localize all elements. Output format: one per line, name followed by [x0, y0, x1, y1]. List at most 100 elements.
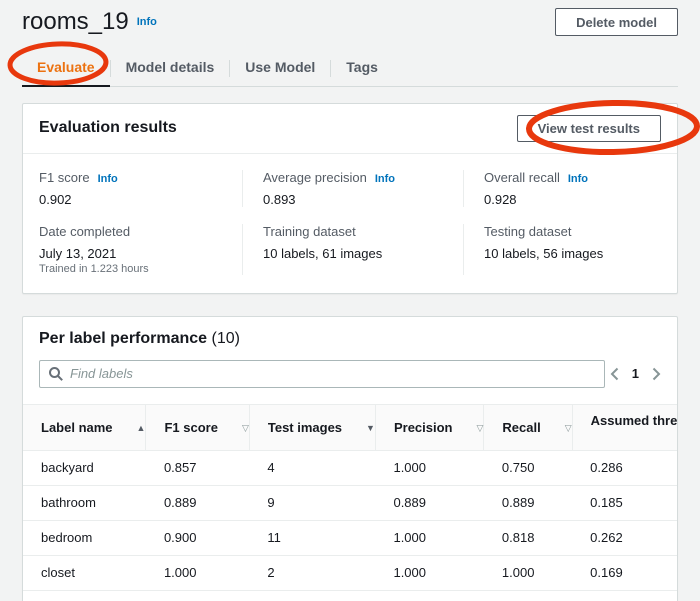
column-header-label-name[interactable]: Label name ▲	[23, 403, 146, 451]
metric-testing-dataset: Testing dataset 10 labels, 56 images	[463, 223, 677, 275]
sort-descending-icon[interactable]: ▽	[241, 422, 249, 433]
tab-use-model-label: Use Model	[245, 58, 316, 75]
per-label-count: (10)	[211, 329, 240, 347]
evaluation-results-title: Evaluation results	[39, 119, 177, 137]
evaluation-results-panel: Evaluation results View test results F1 …	[22, 102, 678, 294]
metric-overall-recall: Overall recall Info 0.928	[463, 169, 677, 207]
metric-average-precision: Average precision Info 0.893	[242, 169, 463, 207]
metric-overall-recall-label: Overall recall	[484, 169, 560, 185]
page-title: rooms_19	[22, 8, 129, 35]
metric-overall-recall-value: 0.928	[484, 191, 517, 207]
per-label-title-row: Per label performance (10)	[23, 317, 677, 348]
view-test-results-button[interactable]: View test results	[516, 114, 661, 142]
per-label-title: Per label performance	[39, 329, 208, 347]
metric-training-dataset-value: 10 labels, 61 images	[263, 245, 383, 261]
metric-cell: 11	[249, 519, 376, 556]
search-icon	[49, 366, 63, 381]
sort-descending-icon[interactable]: ▽	[564, 422, 572, 433]
tab-evaluate[interactable]: Evaluate	[22, 51, 110, 87]
metric-cell: 1.000	[483, 589, 573, 601]
metric-f1-value: 0.902	[39, 191, 72, 207]
tab-separator	[229, 59, 231, 77]
metric-cell: 0.889	[375, 484, 484, 521]
metric-date-completed: Date completed July 13, 2021 Trained in …	[23, 224, 242, 275]
f1-info-link[interactable]: Info	[97, 172, 118, 185]
metric-cell: 0.169	[572, 554, 677, 591]
metric-avg-precision-label: Average precision	[263, 169, 367, 185]
metric-cell: 0.857	[145, 450, 250, 486]
tab-tags-label: Tags	[346, 58, 378, 75]
metric-date-completed-value: July 13, 2021	[39, 245, 117, 261]
label-name-cell: closet	[23, 554, 146, 591]
find-labels-input[interactable]	[39, 359, 605, 388]
tab-use-model[interactable]: Use Model	[230, 51, 330, 87]
tab-evaluate-label: Evaluate	[37, 58, 95, 75]
evaluation-results-header: Evaluation results View test results	[23, 104, 677, 154]
metric-testing-dataset-value: 10 labels, 56 images	[484, 245, 604, 261]
per-label-table: Label name ▲ F1 score ▽ Test images ▼ Preci…	[23, 403, 677, 601]
column-header-test-images[interactable]: Test images ▼	[248, 403, 376, 451]
tab-separator	[330, 59, 332, 77]
search-row: 1	[23, 348, 677, 388]
overall-recall-info-link[interactable]: Info	[567, 172, 589, 185]
metric-cell: 1.000	[145, 589, 250, 601]
table-row: backyard 0.857 4 1.000 0.750 0.286	[23, 450, 677, 486]
label-name-cell: backyard	[23, 450, 146, 486]
table-row: bedroom 0.900 11 1.000 0.818 0.262	[23, 519, 677, 556]
metric-cell: 9	[249, 484, 376, 521]
search-box	[39, 359, 605, 388]
metric-cell: 1.000	[375, 519, 484, 556]
title-info-link[interactable]: Info	[136, 16, 157, 28]
current-page-number[interactable]: 1	[631, 366, 639, 382]
table-row: closet 1.000 2 1.000 1.000 0.169	[23, 554, 677, 591]
tab-tags[interactable]: Tags	[331, 51, 393, 87]
metric-date-completed-label: Date completed	[39, 223, 131, 239]
metric-cell: 0.185	[572, 484, 677, 521]
column-header-f1-score[interactable]: F1 score ▽	[145, 403, 250, 451]
sort-ascending-icon[interactable]: ▲	[136, 422, 146, 433]
table-body: backyard 0.857 4 1.000 0.750 0.286 bathroom 0.8…	[23, 450, 677, 601]
table-header-row: Label name ▲ F1 score ▽ Test images ▼ Preci…	[23, 403, 677, 451]
column-header-recall[interactable]: Recall ▽	[483, 403, 573, 451]
metric-cell: 1.000	[375, 450, 484, 486]
sort-descending-icon[interactable]: ▽	[476, 422, 484, 433]
metric-f1-label: F1 score	[39, 169, 90, 185]
table-row: bathroom 0.889 9 0.889 0.889 0.185	[23, 484, 677, 521]
metric-cell: 1.000	[483, 554, 573, 591]
metric-avg-precision-value: 0.893	[263, 191, 296, 207]
label-name-cell: bathroom	[23, 484, 146, 521]
label-name-cell: entry_way	[23, 589, 146, 601]
metrics-grid: F1 score Info 0.902 Average precision Info…	[23, 154, 677, 293]
delete-model-button[interactable]: Delete model	[555, 8, 678, 36]
metric-cell: 0.750	[483, 450, 573, 486]
metric-cell: 0.262	[572, 519, 677, 556]
column-header-precision[interactable]: Precision ▽	[374, 403, 484, 451]
avg-precision-info-link[interactable]: Info	[374, 172, 395, 185]
metric-cell: 0.286	[572, 450, 677, 486]
per-label-performance-panel: Per label performance (10) 1 Label	[22, 315, 678, 601]
metric-training-dataset: Training dataset 10 labels, 61 images	[242, 223, 463, 275]
metric-training-duration: Trained in 1.223 hours	[39, 262, 149, 275]
label-name-cell: bedroom	[23, 519, 146, 556]
tab-model-details-label: Model details	[125, 58, 215, 75]
tab-bar: Evaluate Model details Use Model Tags	[22, 51, 678, 87]
metric-f1-score: F1 score Info 0.902	[23, 170, 242, 207]
next-page-icon[interactable]	[652, 367, 661, 381]
metric-cell: 1.000	[375, 589, 484, 601]
metric-training-dataset-label: Training dataset	[263, 223, 356, 239]
column-header-assumed-threshold[interactable]: Assumed threshold▽	[571, 403, 677, 451]
metric-cell: 0.889	[483, 484, 573, 521]
metric-cell: 1.000	[145, 554, 250, 591]
metric-cell: 4	[249, 450, 376, 486]
pagination: 1	[610, 366, 661, 381]
tab-model-details[interactable]: Model details	[111, 51, 230, 87]
sort-descending-icon[interactable]: ▼	[366, 422, 375, 433]
metric-cell: 1.000	[375, 554, 484, 591]
metric-cell: 0.818	[483, 519, 573, 556]
previous-page-icon[interactable]	[610, 367, 619, 381]
metric-cell: 2	[249, 554, 376, 591]
metric-cell: 0.900	[145, 519, 250, 556]
tab-separator	[109, 59, 111, 77]
page-header: rooms_19 Info Delete model	[22, 8, 678, 37]
